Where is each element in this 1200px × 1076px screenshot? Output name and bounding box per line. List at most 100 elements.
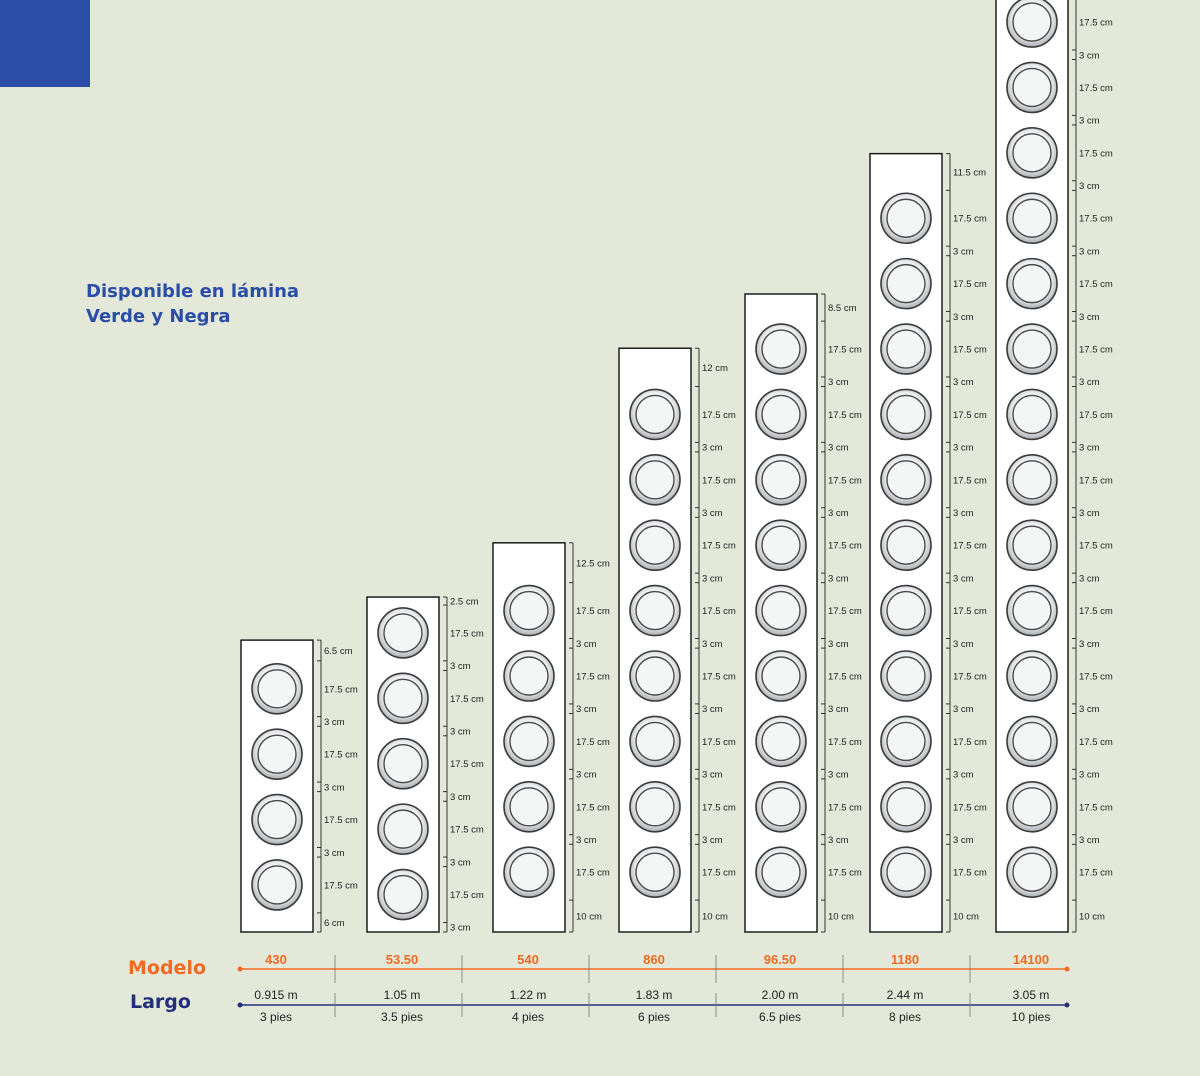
cup-inner-ring: [509, 721, 549, 762]
cup-icon: [629, 846, 681, 898]
dimension-label: 17.5 cm: [702, 541, 736, 552]
length-meters-label: 2.00 m: [762, 988, 799, 1002]
dimension-label: 3 cm: [828, 770, 849, 781]
length-feet-label: 6 pies: [638, 1010, 670, 1024]
cup-inner-ring: [761, 656, 801, 696]
cup-inner-ring: [509, 656, 549, 696]
cup-inner-ring: [1012, 787, 1052, 827]
dimension-label: 10 cm: [576, 912, 602, 923]
cup-icon: [880, 192, 932, 245]
dimension-label: 3 cm: [828, 443, 849, 454]
cup-inner-ring: [761, 787, 801, 827]
length-feet-label: 4 pies: [512, 1010, 544, 1024]
cup-inner-ring: [886, 263, 926, 304]
dimension-ruler: [317, 639, 322, 933]
cup-inner-ring: [509, 787, 549, 827]
cup-inner-ring: [383, 874, 423, 915]
dimension-label: 17.5 cm: [828, 345, 862, 356]
cup-inner-ring: [383, 678, 423, 719]
cup-icon: [503, 846, 555, 898]
dimension-label: 3 cm: [702, 508, 723, 519]
panel-4: 12 cm 17.5 cm 3 cm 17.5 cm 3 cm 17.5 cm 3 cm 17…: [618, 347, 736, 933]
cup-icon: [1006, 192, 1058, 245]
dimension-label: 3 cm: [450, 923, 471, 934]
cup-inner-ring: [886, 852, 926, 892]
dimension-label: 17.5 cm: [1079, 148, 1113, 159]
cup-inner-ring: [886, 394, 926, 435]
cup-inner-ring: [886, 198, 926, 238]
length-feet-label: 3.5 pies: [381, 1010, 423, 1024]
panel-5: 8.5 cm 17.5 cm 3 cm 17.5 cm 3 cm 17.5 cm 3 cm 1…: [744, 293, 862, 933]
dimension-label: 17.5 cm: [450, 825, 484, 836]
dimension-label: 3 cm: [953, 508, 974, 519]
cup-inner-ring: [1012, 721, 1052, 762]
cup-icon: [1006, 257, 1058, 310]
dimension-label: 17.5 cm: [953, 672, 987, 683]
cup-icon: [629, 519, 681, 572]
dimension-label: 3 cm: [953, 835, 974, 846]
dimension-label: 17.5 cm: [828, 802, 862, 813]
dimension-label: 17.5 cm: [702, 672, 736, 683]
dimension-label: 3 cm: [702, 443, 723, 454]
cup-inner-ring: [635, 394, 675, 435]
cup-inner-ring: [761, 852, 801, 892]
cup-icon: [377, 607, 429, 659]
dimension-label: 3 cm: [1079, 443, 1100, 454]
cup-inner-ring: [886, 525, 926, 565]
cup-icon: [251, 728, 303, 780]
availability-heading-line-2: Verde y Negra: [86, 306, 231, 327]
dimension-label: 17.5 cm: [1079, 279, 1113, 290]
dimension-label: 11.5 cm: [953, 167, 986, 178]
cup-icon: [880, 454, 932, 506]
cup-icon: [880, 519, 932, 572]
dimension-label: 17.5 cm: [324, 684, 358, 695]
dimension-label: 3 cm: [953, 573, 974, 584]
dimension-label: 17.5 cm: [828, 410, 862, 421]
dimension-label: 3 cm: [1079, 639, 1100, 650]
cup-inner-ring: [509, 852, 549, 892]
cup-inner-ring: [1012, 852, 1052, 892]
dimension-label: 10 cm: [828, 912, 854, 923]
panel-3: 12.5 cm 17.5 cm 3 cm 17.5 cm 3 cm 17.5 cm 3 cm…: [492, 542, 610, 933]
dimension-label: 17.5 cm: [450, 694, 484, 705]
cup-icon: [880, 846, 932, 898]
panel-1: 6.5 cm 17.5 cm 3 cm 17.5 cm 3 cm 17.5 cm 3 cm 1…: [240, 639, 358, 933]
dimension-ruler: [821, 293, 826, 933]
cup-icon: [755, 388, 807, 441]
model-number-label: 860: [643, 952, 665, 967]
dimension-label: 17.5 cm: [576, 737, 610, 748]
cup-icon: [1006, 323, 1058, 375]
dimension-label: 12 cm: [702, 363, 728, 374]
cup-inner-ring: [761, 590, 801, 631]
cup-inner-ring: [1012, 460, 1052, 500]
dimension-label: 17.5 cm: [828, 737, 862, 748]
cup-inner-ring: [383, 744, 423, 784]
dimension-label: 17.5 cm: [702, 606, 736, 617]
dimension-label: 3 cm: [702, 704, 723, 715]
length-feet-label: 8 pies: [889, 1010, 921, 1024]
dimension-label: 17.5 cm: [1079, 802, 1113, 813]
cup-icon: [755, 584, 807, 637]
dimension-ruler: [695, 347, 700, 933]
cup-icon: [503, 780, 555, 833]
cup-inner-ring: [886, 787, 926, 827]
cup-inner-ring: [761, 525, 801, 565]
dimension-label: 12.5 cm: [576, 558, 610, 569]
dimension-label: 3 cm: [953, 312, 974, 323]
dimension-label: 3 cm: [953, 377, 974, 388]
cup-inner-ring: [635, 525, 675, 565]
length-meters-label: 1.83 m: [636, 988, 673, 1002]
dimension-label: 17.5 cm: [953, 279, 987, 290]
cup-icon: [251, 793, 303, 846]
dimension-label: 17.5 cm: [828, 868, 862, 879]
length-feet-label: 6.5 pies: [759, 1010, 801, 1024]
dimension-label: 17.5 cm: [702, 475, 736, 486]
cup-icon: [377, 803, 429, 855]
axis-layer: 430 0.915 m 3 pies 53.50 1.05 m 3.5 pies 540 1.…: [237, 952, 1070, 1024]
cup-icon: [377, 672, 429, 725]
dimension-label: 17.5 cm: [702, 737, 736, 748]
dimension-label: 17.5 cm: [828, 606, 862, 617]
dimension-ruler: [569, 542, 574, 933]
